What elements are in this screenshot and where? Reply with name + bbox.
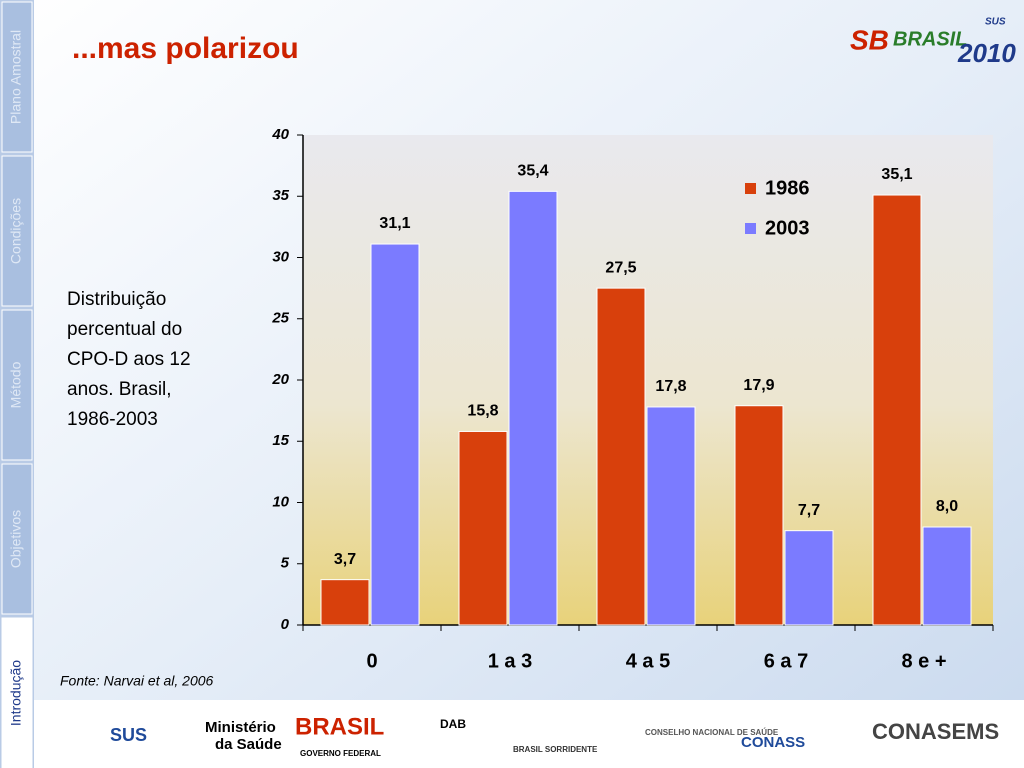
legend-label: 2003	[765, 217, 810, 239]
sidebar-tab-label: Introdução	[8, 660, 24, 726]
bar	[734, 405, 784, 626]
bar	[320, 579, 370, 626]
sidebar-tab-label: Objetivos	[8, 510, 24, 568]
sidebar-tab-label: Plano Amostral	[8, 30, 24, 124]
footer-logo-text: CONASS	[741, 734, 805, 751]
data-label: 17,9	[743, 377, 774, 394]
data-label: 7,7	[798, 502, 820, 519]
footer-logo-text: BRASIL SORRIDENTE	[513, 745, 598, 754]
footer-logo-text: da Saúde	[215, 736, 282, 753]
y-tick-label: 5	[281, 555, 290, 572]
bar	[646, 406, 696, 626]
legend-swatch	[745, 223, 756, 234]
data-label: 15,8	[467, 403, 498, 420]
footer-logo-text: BRASIL	[295, 713, 384, 740]
description-line: Distribuição	[67, 289, 166, 310]
data-label: 27,5	[605, 259, 636, 276]
y-tick-label: 15	[272, 432, 289, 449]
footer-logo-text: DAB	[440, 717, 466, 731]
footer-logo-text: GOVERNO FEDERAL	[300, 749, 381, 758]
data-label: 35,4	[517, 163, 548, 180]
header-logo-text: 2010	[957, 38, 1016, 68]
y-tick-label: 30	[272, 248, 289, 265]
description-line: 1986-2003	[67, 409, 158, 430]
sidebar-tab	[1, 463, 33, 615]
bar	[508, 190, 558, 626]
legend-swatch	[745, 183, 756, 194]
source: Fonte: Narvai et al, 2006	[60, 673, 214, 689]
bar	[922, 526, 972, 626]
bar	[872, 194, 922, 626]
legend-label: 1986	[765, 177, 810, 199]
sidebar-tab	[1, 1, 33, 153]
sidebar-tab-label: Método	[8, 361, 24, 408]
x-tick-label: 6 a 7	[764, 650, 808, 672]
bar	[784, 530, 834, 626]
bar	[370, 243, 420, 626]
sidebar-tab	[1, 155, 33, 307]
description-line: anos. Brasil,	[67, 379, 172, 400]
y-tick-label: 35	[272, 187, 289, 204]
x-tick-label: 0	[366, 650, 377, 672]
sidebar-tab-label: Condições	[8, 198, 24, 264]
bar	[458, 430, 508, 626]
header-logo-text: SB	[850, 24, 889, 55]
footer-logo-text: Ministério	[205, 719, 276, 736]
data-label: 17,8	[655, 378, 686, 395]
bar	[596, 287, 646, 626]
footer-logo-text: SUS	[110, 725, 147, 745]
footer-logo-text: CONSELHO NACIONAL DE SAÚDE	[645, 728, 779, 737]
description-line: percentual do	[67, 319, 182, 340]
x-tick-label: 8 e +	[901, 650, 946, 672]
sidebar-tab	[1, 309, 33, 461]
footer-logo-text: CONASEMS	[872, 719, 999, 744]
sidebar-tab	[1, 617, 33, 768]
description-line: CPO-D aos 12	[67, 349, 191, 370]
y-tick-label: 40	[271, 126, 289, 143]
footer-bar	[34, 700, 1024, 768]
x-tick-label: 4 a 5	[626, 650, 670, 672]
data-label: 8,0	[936, 498, 958, 515]
data-label: 35,1	[881, 166, 912, 183]
header-logo-text: BRASIL	[893, 28, 967, 50]
y-tick-label: 10	[272, 493, 289, 510]
x-tick-label: 1 a 3	[488, 650, 532, 672]
y-tick-label: 0	[281, 616, 290, 633]
header-logo-text: SUS	[985, 17, 1006, 28]
data-label: 31,1	[379, 215, 410, 232]
slide-title: ...mas polarizou	[72, 32, 299, 65]
data-label: 3,7	[334, 551, 356, 568]
y-tick-label: 25	[271, 310, 289, 327]
y-tick-label: 20	[271, 371, 289, 388]
